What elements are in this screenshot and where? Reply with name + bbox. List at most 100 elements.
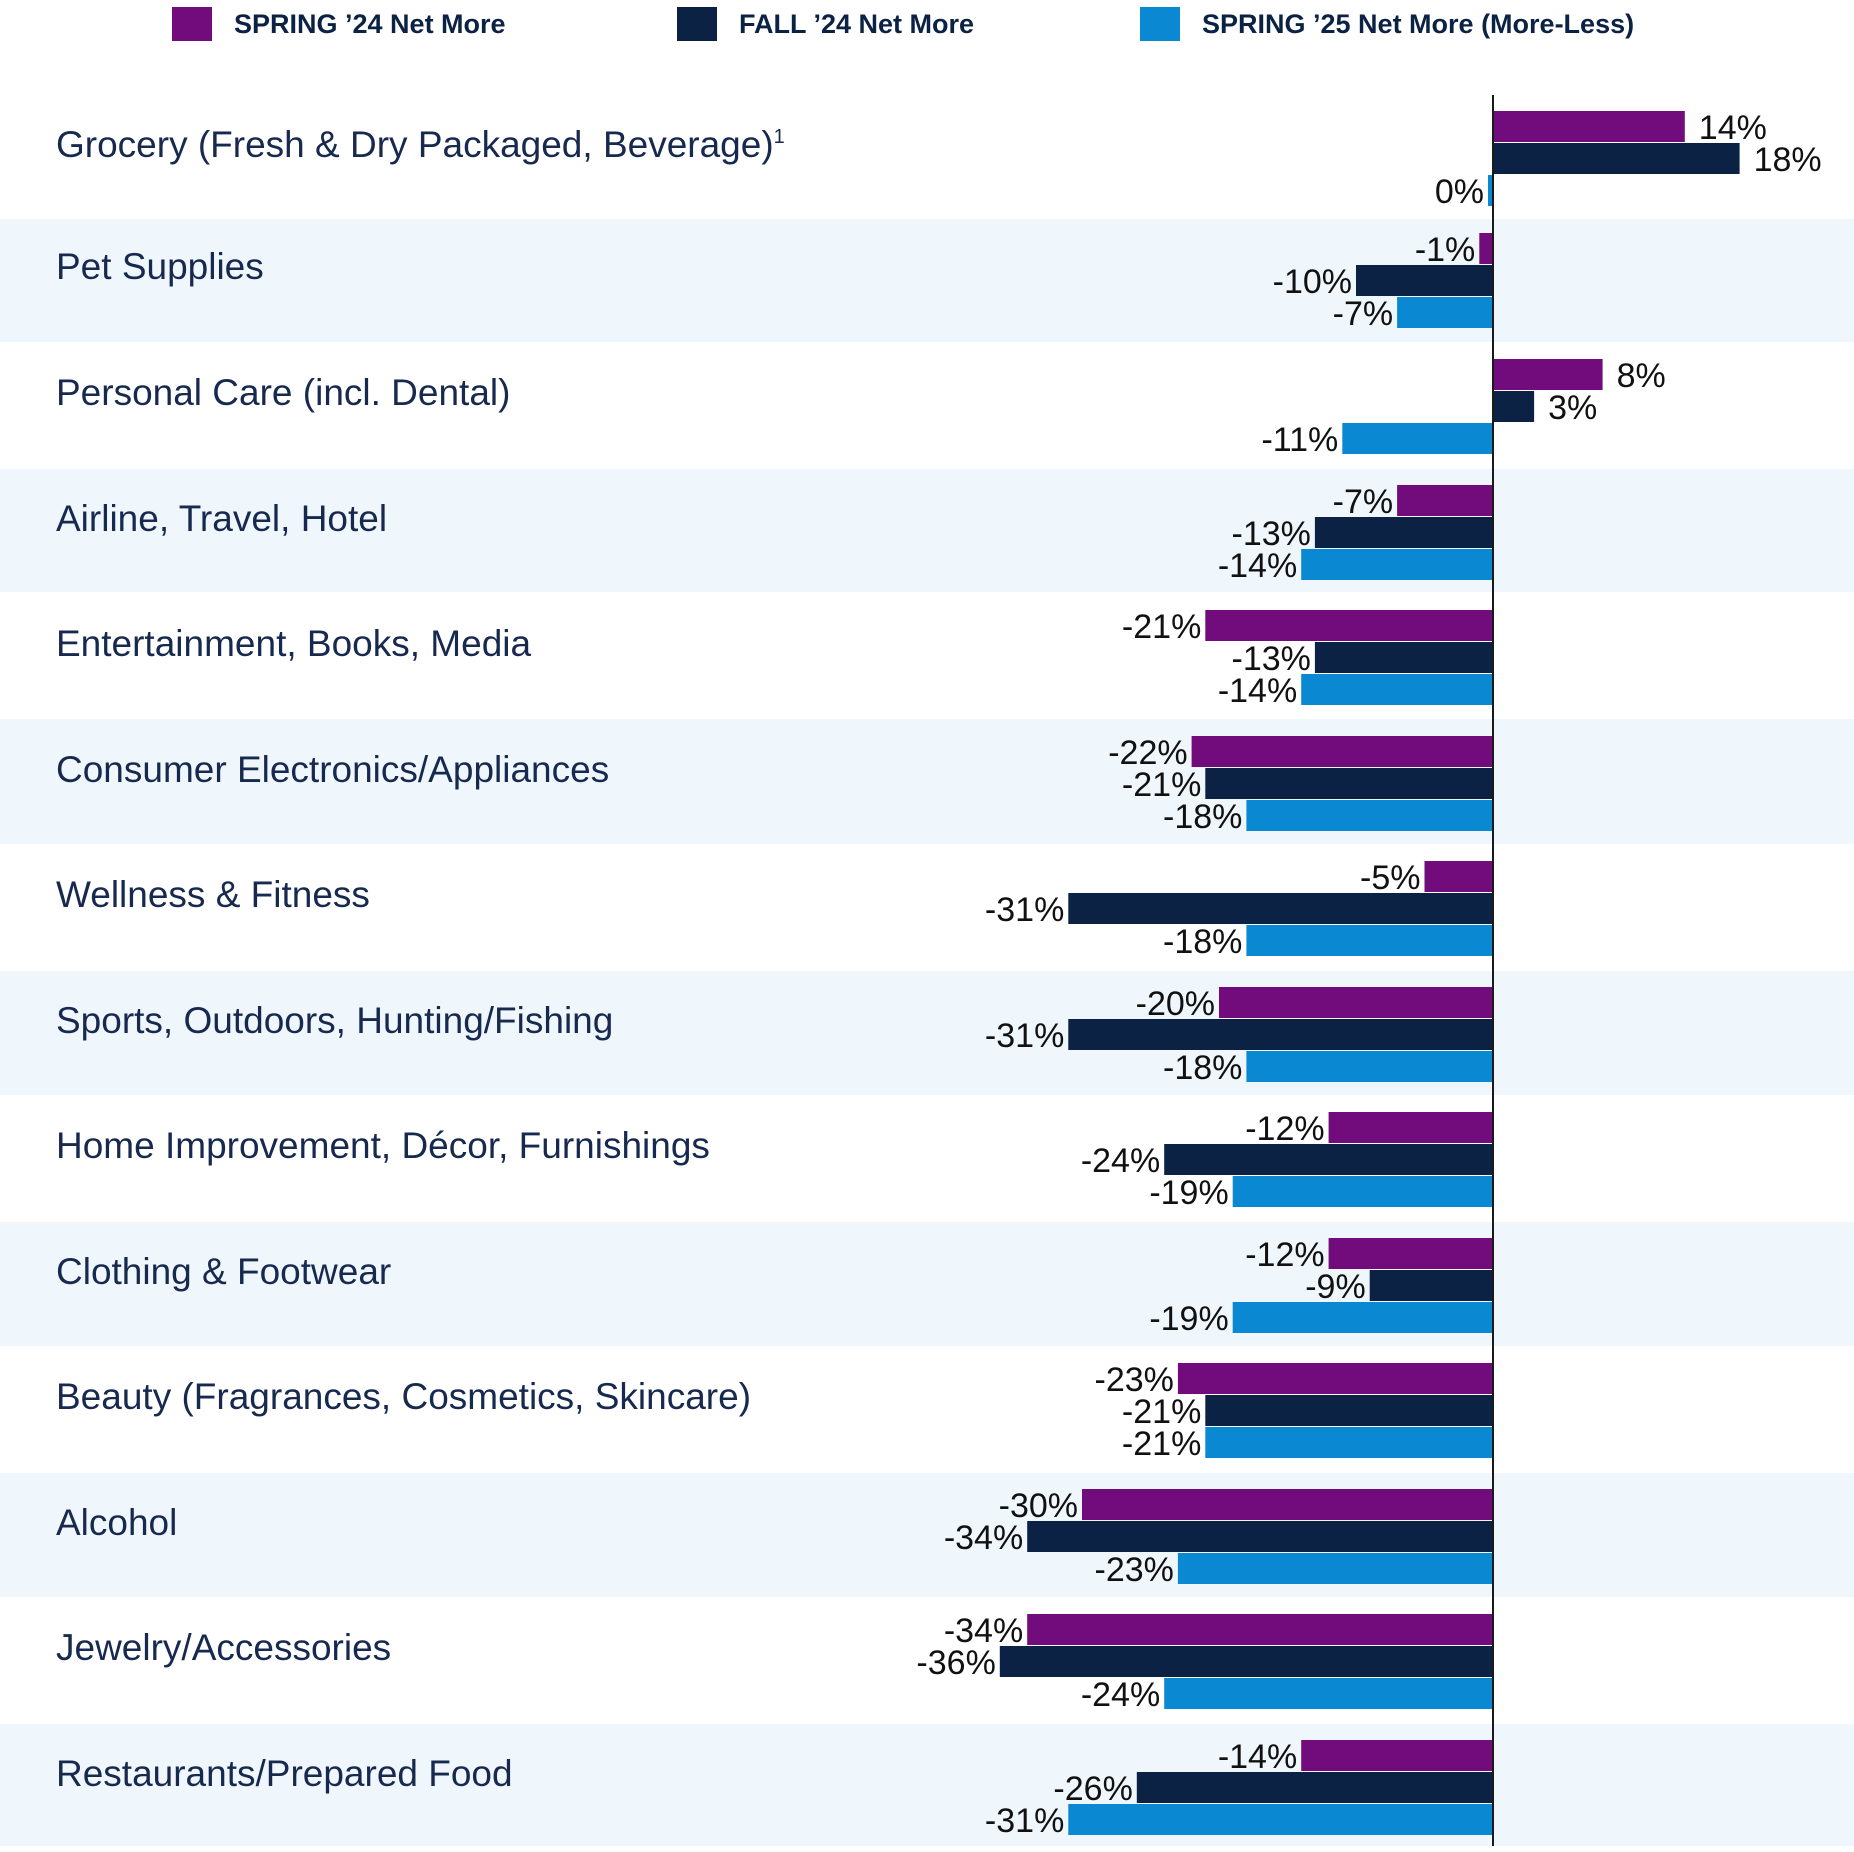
value-label: -24% <box>1081 1676 1160 1714</box>
value-label: 18% <box>1754 141 1822 179</box>
bar <box>1301 674 1493 705</box>
bar <box>1301 1740 1493 1771</box>
value-label: -9% <box>1305 1268 1365 1306</box>
value-label: -12% <box>1245 1110 1324 1148</box>
value-label: -22% <box>1108 734 1187 772</box>
category-label: Personal Care (incl. Dental) <box>56 372 510 413</box>
value-label: 0% <box>1435 173 1484 211</box>
bar <box>1314 517 1493 548</box>
legend-label-spring25: SPRING ’25 Net More (More-Less) <box>1202 8 1635 39</box>
value-label: -14% <box>1218 672 1297 710</box>
row-band <box>0 719 1854 844</box>
category-label: Restaurants/Prepared Food <box>56 1753 513 1794</box>
bar <box>1232 1176 1493 1207</box>
value-label: -21% <box>1122 1393 1201 1431</box>
bar <box>1068 1804 1493 1835</box>
bar <box>1205 1395 1493 1426</box>
value-label: -34% <box>944 1612 1023 1650</box>
category-label: Sports, Outdoors, Hunting/Fishing <box>56 1000 613 1041</box>
legend-swatch-fall24 <box>677 7 717 41</box>
value-label: -18% <box>1163 923 1242 961</box>
bar <box>1191 736 1493 767</box>
value-label: -21% <box>1122 608 1201 646</box>
value-label: -11% <box>1261 421 1338 459</box>
category-label: Home Improvement, Décor, Furnishings <box>56 1125 710 1166</box>
bar <box>1328 1112 1493 1143</box>
value-label: -5% <box>1360 859 1420 897</box>
value-label: -21% <box>1122 1425 1201 1463</box>
bar <box>1493 391 1535 422</box>
value-label: -18% <box>1163 798 1242 836</box>
value-label: -21% <box>1122 766 1201 804</box>
bar <box>1314 642 1493 673</box>
value-label: -23% <box>1095 1551 1174 1589</box>
category-label: Airline, Travel, Hotel <box>56 498 387 539</box>
value-label: -1% <box>1415 231 1475 269</box>
category-label: Alcohol <box>56 1502 177 1543</box>
bar <box>1177 1553 1493 1584</box>
bar <box>1356 265 1493 296</box>
value-label: -7% <box>1333 483 1393 521</box>
value-label: -19% <box>1149 1174 1228 1212</box>
value-label: -20% <box>1136 985 1215 1023</box>
bar <box>1493 359 1603 390</box>
bar <box>1488 175 1493 206</box>
value-label: -7% <box>1333 295 1393 333</box>
bar <box>1068 1019 1493 1050</box>
bar <box>1246 800 1493 831</box>
value-label: -10% <box>1273 263 1352 301</box>
bar <box>1205 1427 1493 1458</box>
value-label: -31% <box>985 1802 1064 1840</box>
legend-item-spring24: SPRING ’24 Net More <box>172 6 506 42</box>
category-label: Clothing & Footwear <box>56 1251 391 1292</box>
row-band <box>0 469 1854 592</box>
category-label: Wellness & Fitness <box>56 874 370 915</box>
bar <box>1082 1489 1493 1520</box>
bar <box>1164 1144 1493 1175</box>
bar <box>1397 485 1493 516</box>
value-label: 8% <box>1617 357 1666 395</box>
value-label: -19% <box>1149 1300 1228 1338</box>
row-band <box>0 1222 1854 1346</box>
footnote-marker: 1 <box>774 126 785 148</box>
category-label: Pet Supplies <box>56 246 264 287</box>
value-label: -13% <box>1232 515 1311 553</box>
value-label: -23% <box>1095 1361 1174 1399</box>
bar <box>1219 987 1493 1018</box>
bar <box>1369 1270 1493 1301</box>
bar <box>1027 1521 1493 1552</box>
bar <box>1493 143 1740 174</box>
legend-label-fall24: FALL ’24 Net More <box>739 8 975 39</box>
bar <box>1246 925 1493 956</box>
bar <box>1164 1678 1493 1709</box>
legend: SPRING ’24 Net More FALL ’24 Net More SP… <box>0 0 1854 60</box>
bar <box>1232 1302 1493 1333</box>
bar <box>1068 893 1493 924</box>
row-band <box>0 971 1854 1095</box>
value-label: 14% <box>1699 109 1767 147</box>
value-label: -13% <box>1232 640 1311 678</box>
value-label: -34% <box>944 1519 1023 1557</box>
category-label: Entertainment, Books, Media <box>56 623 531 664</box>
bar <box>1479 233 1493 264</box>
bar <box>1027 1614 1493 1645</box>
legend-item-spring25: SPRING ’25 Net More (More-Less) <box>1140 6 1634 42</box>
bar <box>1493 111 1685 142</box>
legend-item-fall24: FALL ’24 Net More <box>677 6 974 42</box>
value-label: -18% <box>1163 1049 1242 1087</box>
category-label: Beauty (Fragrances, Cosmetics, Skincare) <box>56 1376 751 1417</box>
category-label: Consumer Electronics/Appliances <box>56 749 609 790</box>
row-band <box>0 1724 1854 1846</box>
category-label: Jewelry/Accessories <box>56 1627 391 1668</box>
bar <box>1301 549 1493 580</box>
value-label: -14% <box>1218 547 1297 585</box>
bar <box>1397 297 1493 328</box>
bar <box>999 1646 1493 1677</box>
legend-swatch-spring24 <box>172 7 212 41</box>
bar <box>1177 1363 1493 1394</box>
value-label: -36% <box>916 1644 995 1682</box>
value-label: -30% <box>999 1487 1078 1525</box>
category-label: Grocery (Fresh & Dry Packaged, Beverage)… <box>56 124 785 165</box>
bar <box>1342 423 1493 454</box>
